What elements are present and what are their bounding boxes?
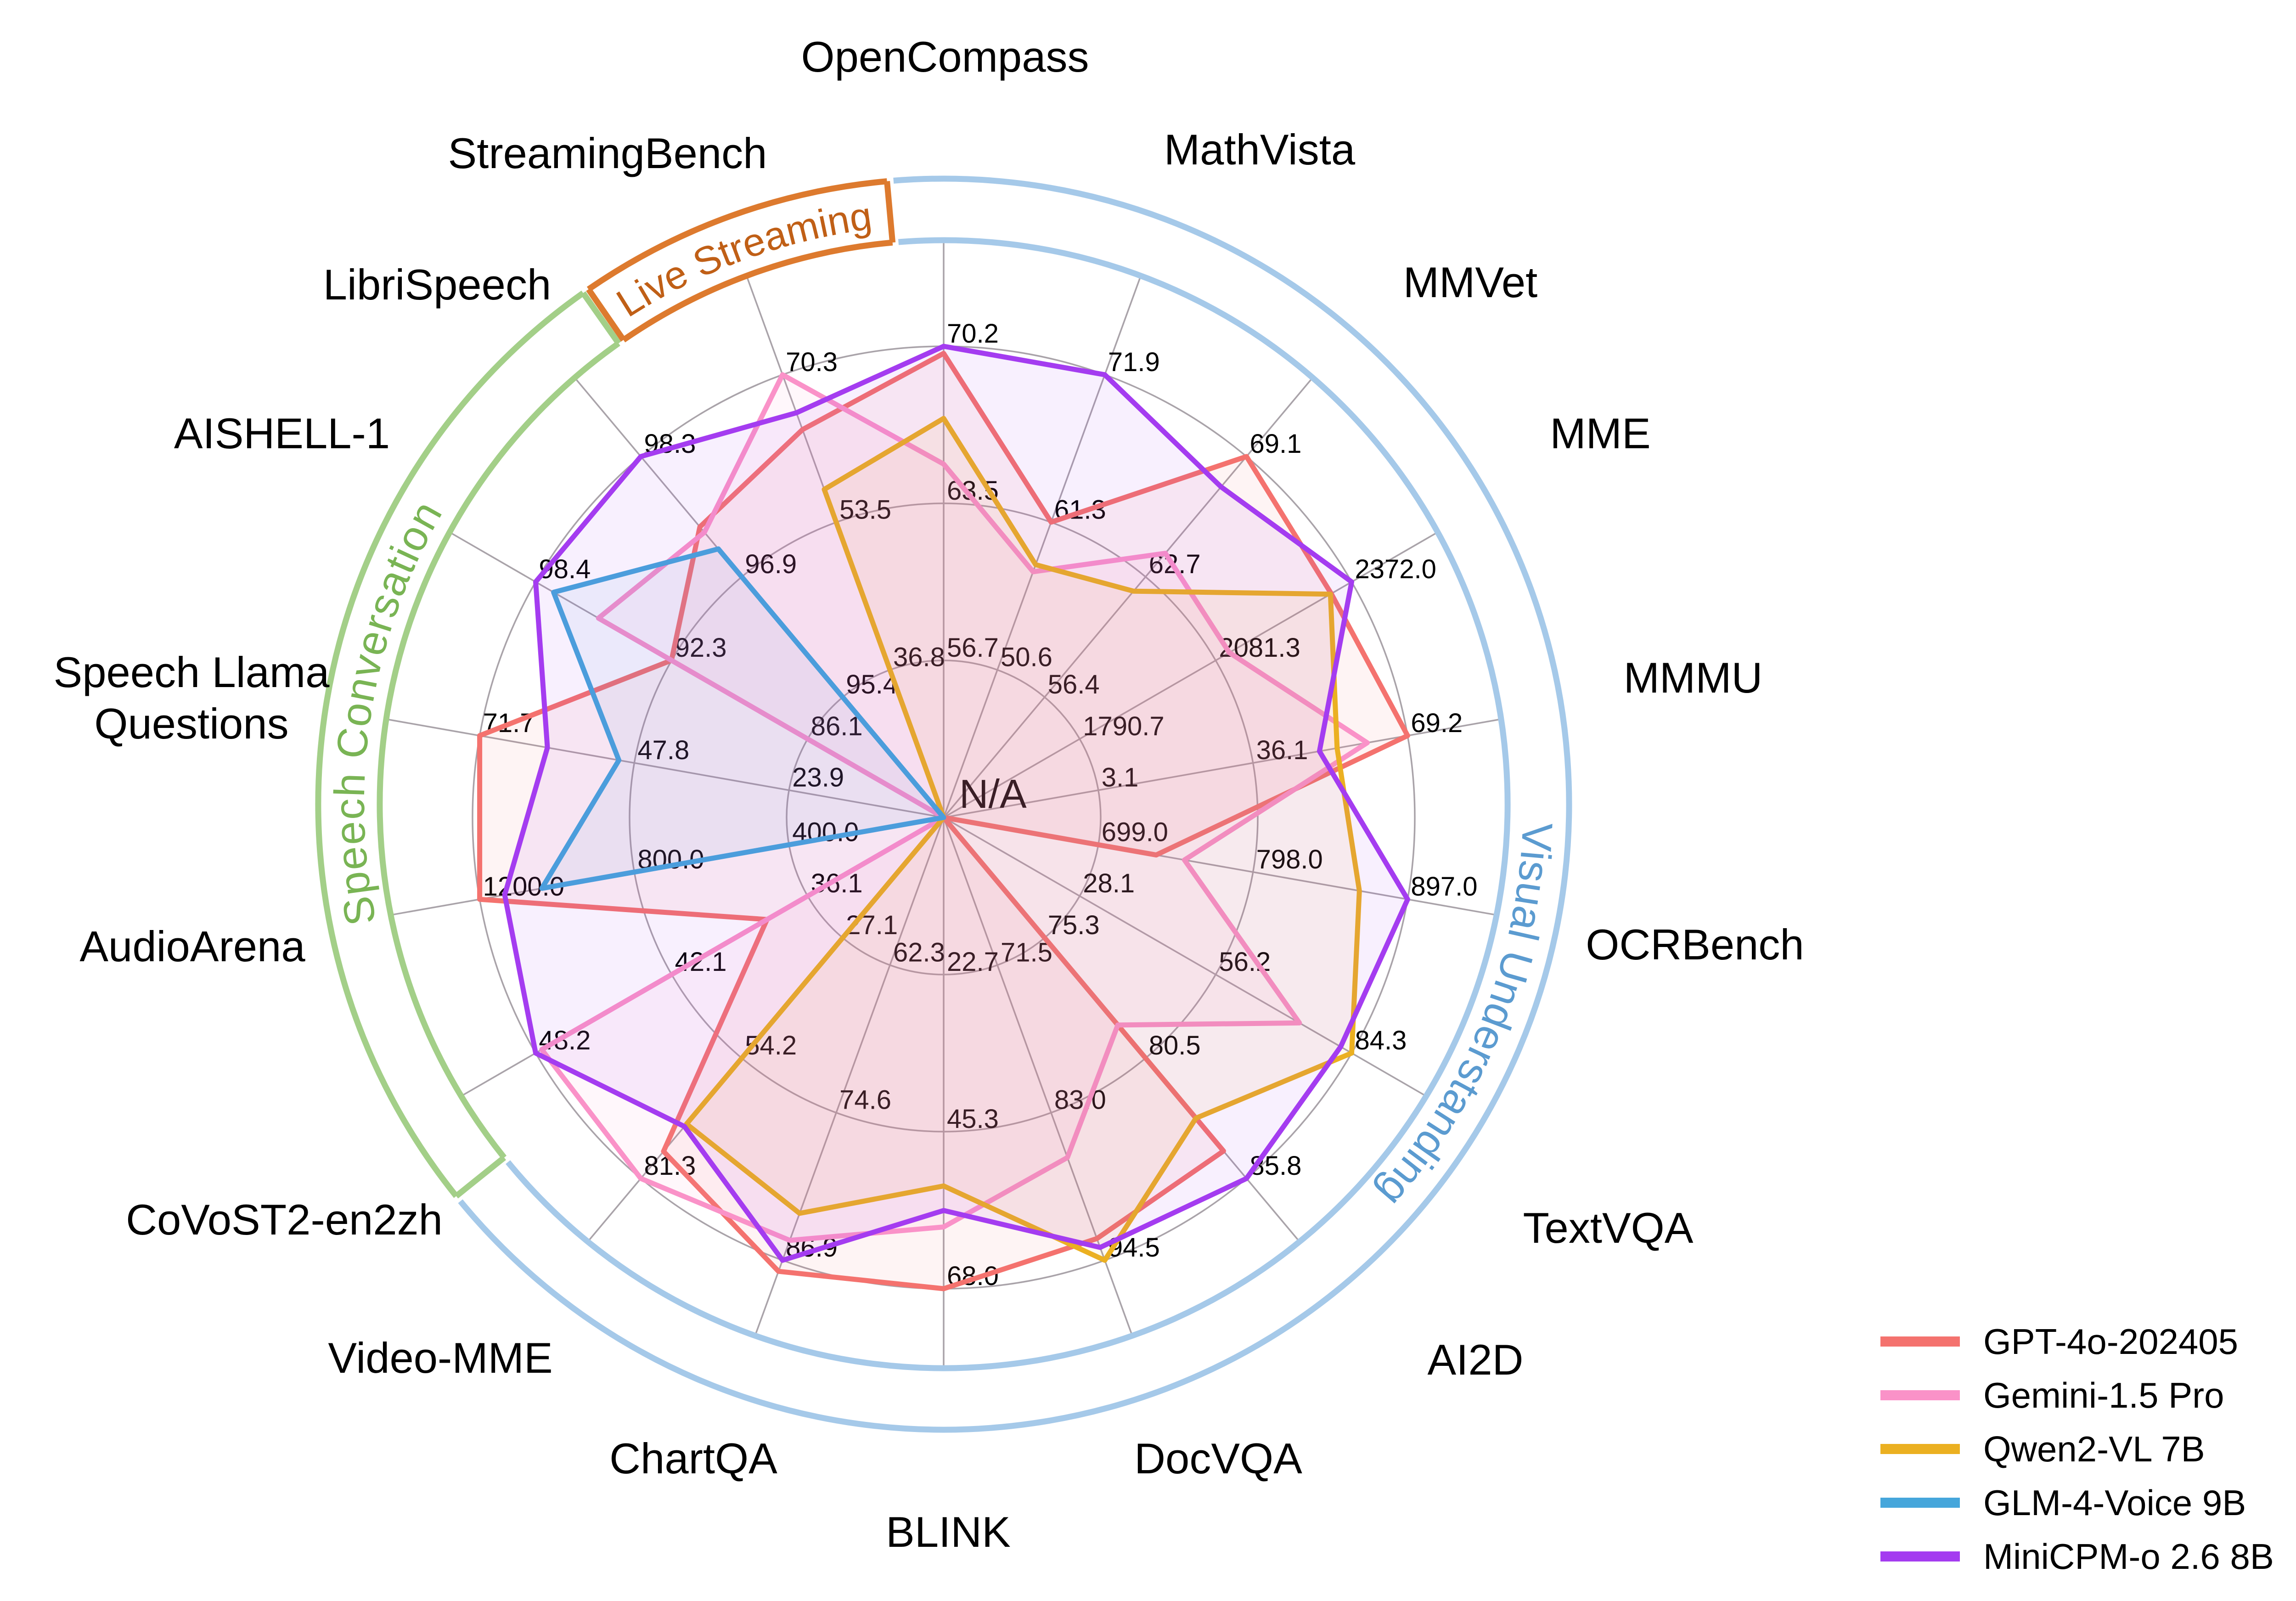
svg-text:TextVQA: TextVQA [1523,1204,1694,1252]
svg-text:56.7: 56.7 [947,633,999,663]
svg-text:47.8: 47.8 [637,735,689,765]
svg-text:70.3: 70.3 [786,347,838,377]
svg-text:50.6: 50.6 [1001,643,1052,672]
svg-text:45.3: 45.3 [947,1104,999,1134]
svg-text:LibriSpeech: LibriSpeech [323,260,551,309]
svg-text:699.0: 699.0 [1102,817,1168,847]
svg-text:BLINK: BLINK [886,1508,1011,1556]
svg-text:96.9: 96.9 [745,549,797,579]
svg-text:56.4: 56.4 [1048,670,1100,699]
svg-text:GPT-4o-202405: GPT-4o-202405 [1983,1321,2238,1362]
svg-text:897.0: 897.0 [1411,872,1477,902]
svg-text:84.3: 84.3 [1355,1026,1407,1055]
svg-text:Speech Llama: Speech Llama [54,648,330,696]
svg-text:2081.3: 2081.3 [1219,633,1300,663]
svg-text:MiniCPM-o 2.6 8B: MiniCPM-o 2.6 8B [1983,1536,2274,1577]
svg-text:86.1: 86.1 [811,711,863,741]
svg-text:53.5: 53.5 [839,495,891,524]
svg-text:36.1: 36.1 [811,868,863,898]
svg-text:42.1: 42.1 [675,947,727,977]
svg-text:22.7: 22.7 [947,947,999,977]
svg-text:23.9: 23.9 [792,763,844,793]
svg-text:3.1: 3.1 [1102,763,1139,793]
svg-text:ChartQA: ChartQA [609,1434,777,1483]
svg-text:Gemini-1.5 Pro: Gemini-1.5 Pro [1983,1375,2224,1415]
svg-text:MMVet: MMVet [1403,258,1538,306]
svg-text:AudioArena: AudioArena [79,922,305,970]
svg-text:2372.0: 2372.0 [1355,554,1436,584]
svg-text:28.1: 28.1 [1083,868,1135,898]
svg-text:N/A: N/A [959,771,1027,817]
svg-text:70.2: 70.2 [947,319,999,349]
svg-text:36.1: 36.1 [1256,735,1308,765]
svg-text:71.9: 71.9 [1108,347,1160,377]
svg-text:75.3: 75.3 [1048,910,1100,940]
svg-text:798.0: 798.0 [1256,845,1323,874]
svg-text:AI2D: AI2D [1428,1336,1524,1384]
svg-text:MMMU: MMMU [1624,654,1763,702]
svg-text:83.0: 83.0 [1054,1085,1106,1115]
svg-text:71.5: 71.5 [1001,937,1052,967]
svg-text:74.6: 74.6 [839,1085,891,1115]
svg-text:DocVQA: DocVQA [1134,1434,1302,1483]
svg-text:Questions: Questions [94,699,288,748]
svg-text:69.2: 69.2 [1411,708,1463,738]
svg-text:AISHELL-1: AISHELL-1 [174,409,390,457]
svg-text:OpenCompass: OpenCompass [801,33,1089,81]
svg-text:MathVista: MathVista [1164,125,1356,174]
svg-text:Qwen2-VL 7B: Qwen2-VL 7B [1983,1429,2205,1469]
svg-text:1790.7: 1790.7 [1083,711,1164,741]
svg-text:GLM-4-Voice 9B: GLM-4-Voice 9B [1983,1483,2246,1523]
svg-text:36.8: 36.8 [893,643,945,672]
svg-text:69.1: 69.1 [1250,429,1302,459]
svg-text:92.3: 92.3 [675,633,727,663]
svg-text:CoVoST2-en2zh: CoVoST2-en2zh [126,1195,443,1244]
svg-text:80.5: 80.5 [1149,1031,1201,1060]
svg-text:OCRBench: OCRBench [1586,920,1804,969]
svg-text:62.3: 62.3 [893,937,945,967]
svg-text:48.2: 48.2 [539,1026,591,1055]
svg-text:MME: MME [1550,409,1650,457]
svg-text:StreamingBench: StreamingBench [448,129,767,177]
svg-text:Video-MME: Video-MME [328,1334,552,1382]
